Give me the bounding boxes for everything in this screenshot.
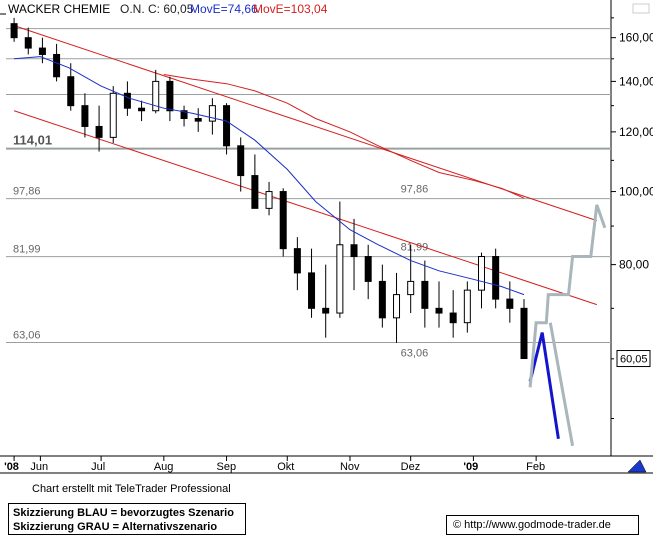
x-tick-label: Sep bbox=[217, 461, 237, 473]
x-tick-label: Jun bbox=[30, 461, 48, 473]
chart-title: WACKER CHEMIE bbox=[8, 2, 110, 16]
candle-body bbox=[478, 256, 486, 291]
candle-body bbox=[378, 280, 386, 319]
moving-average-line bbox=[14, 56, 525, 296]
header-bg bbox=[8, 2, 398, 16]
header-stat: O.N. C: 60,05 bbox=[120, 2, 194, 16]
chart-credit: Chart erstellt mit TeleTrader Profession… bbox=[32, 483, 231, 495]
x-tick-label: '09 bbox=[463, 461, 478, 473]
trend-line bbox=[13, 110, 597, 306]
y-tick-label: 140,00 bbox=[619, 74, 653, 88]
scenario-line bbox=[528, 204, 607, 388]
x-tick-label: Okt bbox=[277, 461, 294, 473]
x-tick-label: Dez bbox=[401, 461, 421, 473]
candle-body bbox=[152, 80, 160, 112]
candle-body bbox=[421, 280, 429, 309]
triangle-up-icon bbox=[627, 459, 647, 473]
candle-body bbox=[38, 47, 46, 55]
candle-body bbox=[194, 118, 202, 122]
candle-body bbox=[53, 53, 61, 78]
candle-body bbox=[449, 312, 457, 324]
candle-body bbox=[322, 307, 330, 314]
moving-average-line bbox=[163, 74, 525, 199]
candle-body bbox=[393, 294, 401, 319]
candle-body bbox=[463, 289, 471, 324]
candle-body bbox=[407, 280, 415, 296]
y-tick-label: 160,00 bbox=[619, 31, 653, 45]
candle-body bbox=[251, 175, 259, 209]
candle-body bbox=[308, 272, 316, 309]
level-label: 81,99 bbox=[13, 244, 41, 256]
y-tick-label: 80,00 bbox=[619, 258, 649, 272]
candle-body bbox=[506, 298, 514, 309]
x-tick-label: Jul bbox=[91, 461, 105, 473]
candle-body bbox=[223, 105, 231, 147]
header-stat: MovE=74,66 bbox=[190, 2, 258, 16]
x-tick-label: Nov bbox=[340, 461, 360, 473]
y-tick-label: 120,00 bbox=[619, 125, 653, 139]
x-tick-label: Aug bbox=[154, 461, 174, 473]
candle-body bbox=[279, 191, 287, 250]
candle-body bbox=[336, 244, 344, 314]
level-label: 63,06 bbox=[13, 330, 41, 342]
last-price-label: 60,05 bbox=[620, 354, 648, 366]
scenario-legend: Skizzierung BLAU = bevorzugtes Szenario … bbox=[8, 503, 246, 535]
candle-body bbox=[123, 92, 131, 109]
candle-body bbox=[109, 92, 117, 138]
legend-gray-text: Skizzierung GRAU = Alternativszenario bbox=[13, 521, 218, 533]
candle-body bbox=[180, 110, 188, 120]
candle-body bbox=[435, 307, 443, 314]
candle-body bbox=[237, 145, 245, 177]
x-tick-label: Feb bbox=[526, 461, 545, 473]
source-link[interactable]: © http://www.godmode-trader.de bbox=[446, 515, 639, 535]
inline-level-label: 81,99 bbox=[401, 242, 429, 254]
scenario-line bbox=[528, 332, 560, 440]
candle-body bbox=[166, 80, 174, 112]
window-corner-icon bbox=[632, 3, 650, 14]
plot-area bbox=[6, 0, 611, 456]
candle-body bbox=[95, 125, 103, 138]
candle-body bbox=[138, 107, 146, 112]
candle-body bbox=[265, 191, 273, 209]
candle-body bbox=[364, 256, 372, 282]
legend-blue-text: Skizzierung BLAU = bevorzugtes Szenario bbox=[13, 507, 234, 519]
scenario-line bbox=[548, 322, 575, 447]
candle-body bbox=[10, 23, 18, 39]
candle-body bbox=[492, 256, 500, 300]
level-label: 97,86 bbox=[13, 186, 41, 198]
x-tick-label: '08 bbox=[4, 461, 19, 473]
inline-level-label: 97,86 bbox=[401, 184, 429, 196]
y-tick-label: 100,00 bbox=[619, 185, 653, 199]
inline-level-label: 63,06 bbox=[401, 348, 429, 360]
candle-body bbox=[81, 105, 89, 127]
level-label: 114,01 bbox=[13, 133, 52, 148]
candle-body bbox=[520, 307, 528, 360]
header-stat: MovE=103,04 bbox=[253, 2, 328, 16]
candle-body bbox=[208, 105, 216, 122]
candle-body bbox=[293, 248, 301, 274]
last-price-box bbox=[616, 350, 651, 368]
candle-body bbox=[67, 76, 75, 107]
candle-body bbox=[350, 244, 358, 258]
candle-body bbox=[24, 37, 32, 49]
